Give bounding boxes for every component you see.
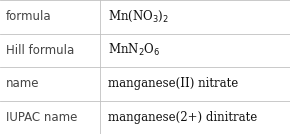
Text: IUPAC name: IUPAC name [6, 111, 77, 124]
Text: Mn(NO$_{3}$)$_{2}$: Mn(NO$_{3}$)$_{2}$ [108, 9, 169, 24]
Text: formula: formula [6, 10, 52, 23]
Text: manganese(2+) dinitrate: manganese(2+) dinitrate [108, 111, 257, 124]
Text: Hill formula: Hill formula [6, 44, 74, 57]
Text: MnN$_{2}$O$_{6}$: MnN$_{2}$O$_{6}$ [108, 42, 160, 58]
Text: manganese(II) nitrate: manganese(II) nitrate [108, 77, 238, 90]
Text: name: name [6, 77, 39, 90]
